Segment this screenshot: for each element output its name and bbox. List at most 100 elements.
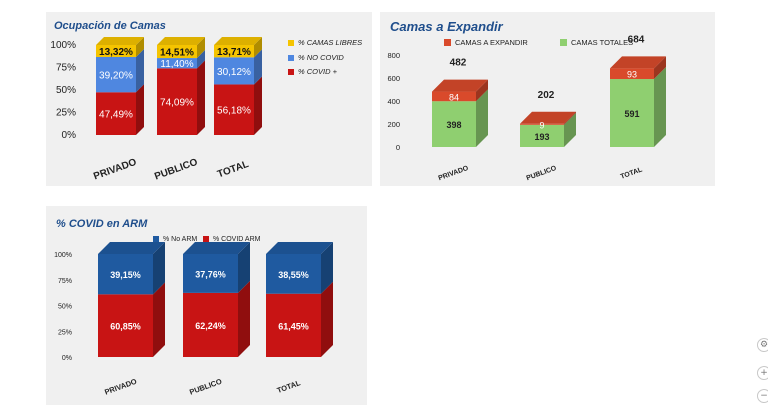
bar-total-0-side [654, 67, 666, 147]
y-tick-label: 75% [56, 63, 76, 74]
data-label: 591 [624, 109, 639, 119]
bar-privado-0-front [96, 92, 136, 135]
chart-title: % COVID en ARM [56, 218, 148, 230]
bar-publico-1-front [157, 58, 197, 69]
data-label: 14,51% [160, 48, 194, 59]
bar-total-2-front [214, 44, 254, 58]
data-label: 13,32% [99, 47, 133, 58]
legend-swatch [288, 55, 294, 61]
gear-icon[interactable]: ⚙ [757, 338, 768, 352]
y-tick-label: 50% [56, 85, 76, 96]
y-tick-label: 0% [62, 130, 77, 141]
y-tick-label: 0 [396, 143, 400, 152]
bar-publico-0-front [157, 68, 197, 135]
x-category-label: PUBLICO [525, 165, 558, 183]
x-category-label: PRIVADO [92, 157, 138, 183]
bar-publico-2-top [157, 37, 205, 45]
bar-privado-0-front [432, 101, 476, 147]
legend-swatch [288, 69, 294, 75]
bar-total-0-front [610, 79, 654, 147]
bar-total-0-front [266, 293, 321, 357]
x-category-label: TOTAL [216, 159, 250, 180]
zoom-in-button[interactable]: + [757, 366, 768, 380]
legend-label: % CAMAS LIBRES [298, 38, 362, 47]
total-label: 482 [450, 58, 467, 69]
bar-privado-2-front [96, 44, 136, 57]
data-label: 38,55% [278, 270, 309, 280]
bar-publico-0-side [564, 112, 576, 147]
bar-total-1-front [214, 57, 254, 85]
legend-label: % No ARM [163, 236, 197, 243]
x-category-label: PUBLICO [188, 377, 223, 397]
total-label: 684 [628, 34, 645, 45]
data-label: 39,15% [110, 270, 141, 280]
bar-privado-1-front [432, 91, 476, 102]
bar-total-2-top [214, 36, 262, 45]
bar-total-2-side [254, 36, 262, 58]
bar-total-1-front [266, 254, 321, 294]
data-label: 193 [534, 132, 549, 142]
data-label: 13,71% [217, 47, 251, 58]
bar-publico-0-front [520, 124, 564, 147]
legend-swatch [560, 39, 567, 46]
bar-privado-1-top [432, 79, 488, 92]
bar-total-1-side [321, 242, 333, 294]
data-label: 47,49% [99, 110, 133, 121]
zoom-out-button[interactable]: − [757, 389, 768, 403]
x-category-label: PRIVADO [438, 165, 470, 182]
bar-publico-1-front [520, 123, 564, 125]
legend-swatch [288, 40, 294, 46]
bar-privado-0-side [476, 89, 488, 147]
y-tick-label: 100% [50, 40, 76, 51]
total-label: 202 [538, 90, 555, 101]
bar-total-1-front [610, 68, 654, 80]
data-label: 30,12% [217, 67, 251, 78]
y-tick-label: 25% [56, 108, 76, 119]
y-tick-label: 600 [387, 74, 400, 83]
bar-privado-1-side [153, 242, 165, 295]
bar-privado-0-side [153, 282, 165, 357]
y-tick-label: 0% [62, 355, 72, 362]
legend-label: CAMAS A EXPANDIR [455, 38, 528, 47]
y-tick-label: 100% [54, 252, 72, 259]
data-label: 37,76% [195, 269, 226, 279]
bar-publico-0-side [238, 280, 250, 357]
chart-panel-ocupacion: Ocupación de Camas 100% 75% 50% 25% 0% % CAMA… [46, 12, 372, 186]
bar-privado-2-side [136, 36, 144, 57]
y-tick-label: 400 [387, 97, 400, 106]
data-label: 39,20% [99, 71, 133, 82]
bar-total-1-top [266, 242, 333, 254]
bar-total-1-side [254, 49, 262, 85]
y-tick-label: 200 [387, 120, 400, 129]
bar-privado-0-front [98, 294, 153, 357]
bar-total-0-side [254, 76, 262, 135]
bar-privado-1-front [98, 254, 153, 295]
data-label: 84 [449, 92, 459, 102]
y-tick-label: 50% [58, 304, 72, 311]
bar-publico-1-side [238, 242, 250, 293]
bar-privado-1-side [136, 48, 144, 93]
legend-swatch [444, 39, 451, 46]
chart-title: Ocupación de Camas [54, 20, 166, 32]
x-category-label: TOTAL [276, 378, 302, 395]
bar-privado-2-top [96, 36, 144, 45]
x-category-label: TOTAL [620, 166, 644, 181]
data-label: 398 [446, 120, 461, 130]
bar-publico-1-top [520, 111, 576, 124]
bar-publico-0-front [183, 292, 238, 357]
bar-total-1-side [654, 56, 666, 80]
bar-privado-1-top [98, 242, 165, 254]
bar-publico-1-front [183, 254, 238, 293]
chart-title: Camas a Expandir [390, 19, 504, 34]
y-tick-label: 25% [58, 329, 72, 336]
y-tick-label: 800 [387, 51, 400, 60]
data-label: 56,18% [217, 106, 251, 117]
bar-publico-2-front [157, 45, 197, 59]
legend-label: % COVID + [298, 67, 338, 76]
legend-swatch [203, 236, 209, 242]
legend-label: % NO COVID [298, 53, 344, 62]
data-label: 74,09% [160, 98, 194, 109]
data-label: 93 [627, 70, 637, 80]
y-tick-label: 75% [58, 278, 72, 285]
ocupacion-chart: Ocupación de Camas 100% 75% 50% 25% 0% % CAMA… [50, 20, 362, 183]
